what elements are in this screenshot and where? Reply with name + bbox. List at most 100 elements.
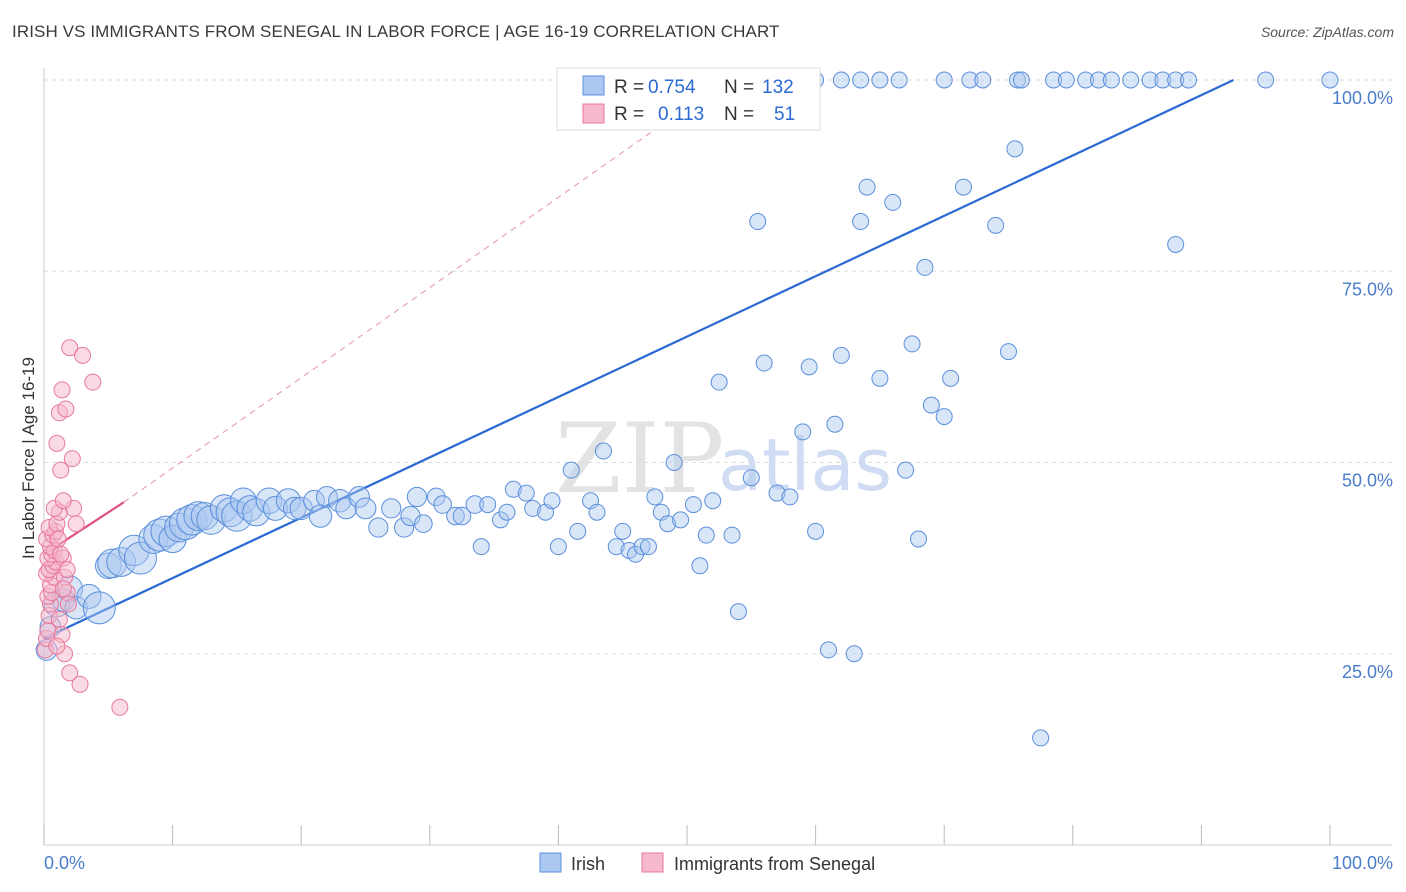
irish-point <box>381 498 402 519</box>
irish-points <box>35 71 1339 747</box>
irish-point <box>452 506 472 526</box>
senegal-point <box>54 580 72 598</box>
senegal-point <box>71 675 89 693</box>
senegal-point <box>61 339 79 357</box>
bottom-legend-swatch-senegal <box>641 852 664 873</box>
source-credit: Source: ZipAtlas.com <box>1260 24 1394 40</box>
irish-point <box>614 522 632 540</box>
irish-point <box>549 538 567 556</box>
irish-point <box>190 501 219 531</box>
bottom-legend-label-irish: Irish <box>571 854 605 874</box>
irish-point <box>1012 71 1030 89</box>
irish-point <box>433 495 452 514</box>
irish-point <box>916 258 934 276</box>
legend-swatch-senegal <box>582 103 605 124</box>
y-tick-label: 50.0% <box>1342 471 1393 491</box>
senegal-trendline-extension <box>123 79 726 503</box>
irish-point <box>954 178 972 196</box>
irish-point <box>1167 71 1185 89</box>
senegal-point <box>58 561 76 579</box>
x-tick-label-min: 0.0% <box>44 853 85 873</box>
irish-point <box>729 603 747 621</box>
x-tick-label-max: 100.0% <box>1332 853 1393 873</box>
irish-point <box>768 484 786 502</box>
irish-point <box>1006 140 1024 158</box>
irish-point <box>749 213 767 231</box>
irish-point <box>569 522 587 540</box>
senegal-point <box>59 595 77 613</box>
irish-point <box>1009 71 1027 89</box>
irish-point <box>543 492 561 510</box>
irish-point <box>255 487 283 515</box>
senegal-point <box>52 545 70 563</box>
senegal-point <box>48 637 66 655</box>
watermark-atlas: atlas <box>718 423 892 507</box>
legend-r-value: 0.113 <box>658 104 704 125</box>
y-axis-title: In Labor Force | Age 16-19 <box>19 357 38 559</box>
senegal-point <box>63 450 81 468</box>
irish-point <box>588 503 606 521</box>
senegal-point <box>49 530 67 548</box>
senegal-point <box>74 346 92 364</box>
legend-r-value: 0.754 <box>648 77 696 98</box>
irish-point <box>781 488 799 506</box>
senegal-point <box>50 610 68 628</box>
irish-point <box>987 216 1005 234</box>
irish-point <box>354 497 377 520</box>
senegal-point <box>67 515 85 533</box>
legend-r-label: R = <box>614 104 644 125</box>
irish-point <box>659 515 677 533</box>
irish-point <box>697 526 715 544</box>
bottom-legend: Irish Immigrants from Senegal <box>539 852 875 874</box>
irish-point <box>819 641 837 659</box>
irish-point <box>562 461 580 479</box>
irish-point <box>723 526 741 544</box>
irish-point <box>316 486 338 508</box>
y-tick-label: 25.0% <box>1342 662 1393 682</box>
grid <box>44 79 1392 655</box>
irish-point <box>393 517 415 538</box>
irish-point <box>807 522 825 540</box>
irish-point <box>1102 71 1120 89</box>
irish-point <box>845 645 863 663</box>
irish-point <box>961 71 979 89</box>
irish-point <box>639 538 657 556</box>
irish-point <box>974 71 992 89</box>
senegal-point <box>57 400 75 418</box>
irish-point <box>465 495 485 514</box>
irish-point <box>935 71 953 89</box>
irish-point <box>890 71 908 89</box>
irish-point <box>1000 343 1017 361</box>
legend-n-label: N = <box>724 77 754 98</box>
y-tick-labels: 25.0% 50.0% 75.0% 100.0% <box>1332 88 1393 682</box>
legend: R = 0.754 N = 132 R = 0.113 N = 51 <box>556 67 821 131</box>
y-tick-label: 75.0% <box>1342 279 1393 299</box>
irish-point <box>472 538 490 556</box>
irish-point <box>348 486 370 508</box>
senegal-point <box>61 664 79 682</box>
irish-point <box>794 423 812 441</box>
irish-point <box>524 499 542 517</box>
senegal-point <box>48 434 66 452</box>
irish-point <box>1122 71 1140 89</box>
irish-point <box>594 442 612 460</box>
irish-point <box>1141 71 1159 89</box>
irish-point <box>607 538 625 556</box>
irish-point <box>1180 71 1198 89</box>
irish-point <box>755 354 773 372</box>
irish-point <box>684 496 702 514</box>
irish-point <box>479 496 497 514</box>
legend-n-value: 51 <box>774 104 795 125</box>
irish-point <box>1090 71 1108 89</box>
irish-point <box>858 178 876 196</box>
irish-point <box>710 373 728 391</box>
irish-point <box>303 489 325 512</box>
legend-n-label: N = <box>724 104 754 125</box>
irish-point <box>909 530 927 548</box>
irish-point <box>1167 235 1185 253</box>
irish-point <box>368 517 389 538</box>
irish-point <box>275 488 301 514</box>
irish-point <box>76 583 102 609</box>
irish-point <box>1154 71 1172 89</box>
watermark-zip: ZIP <box>555 403 724 515</box>
